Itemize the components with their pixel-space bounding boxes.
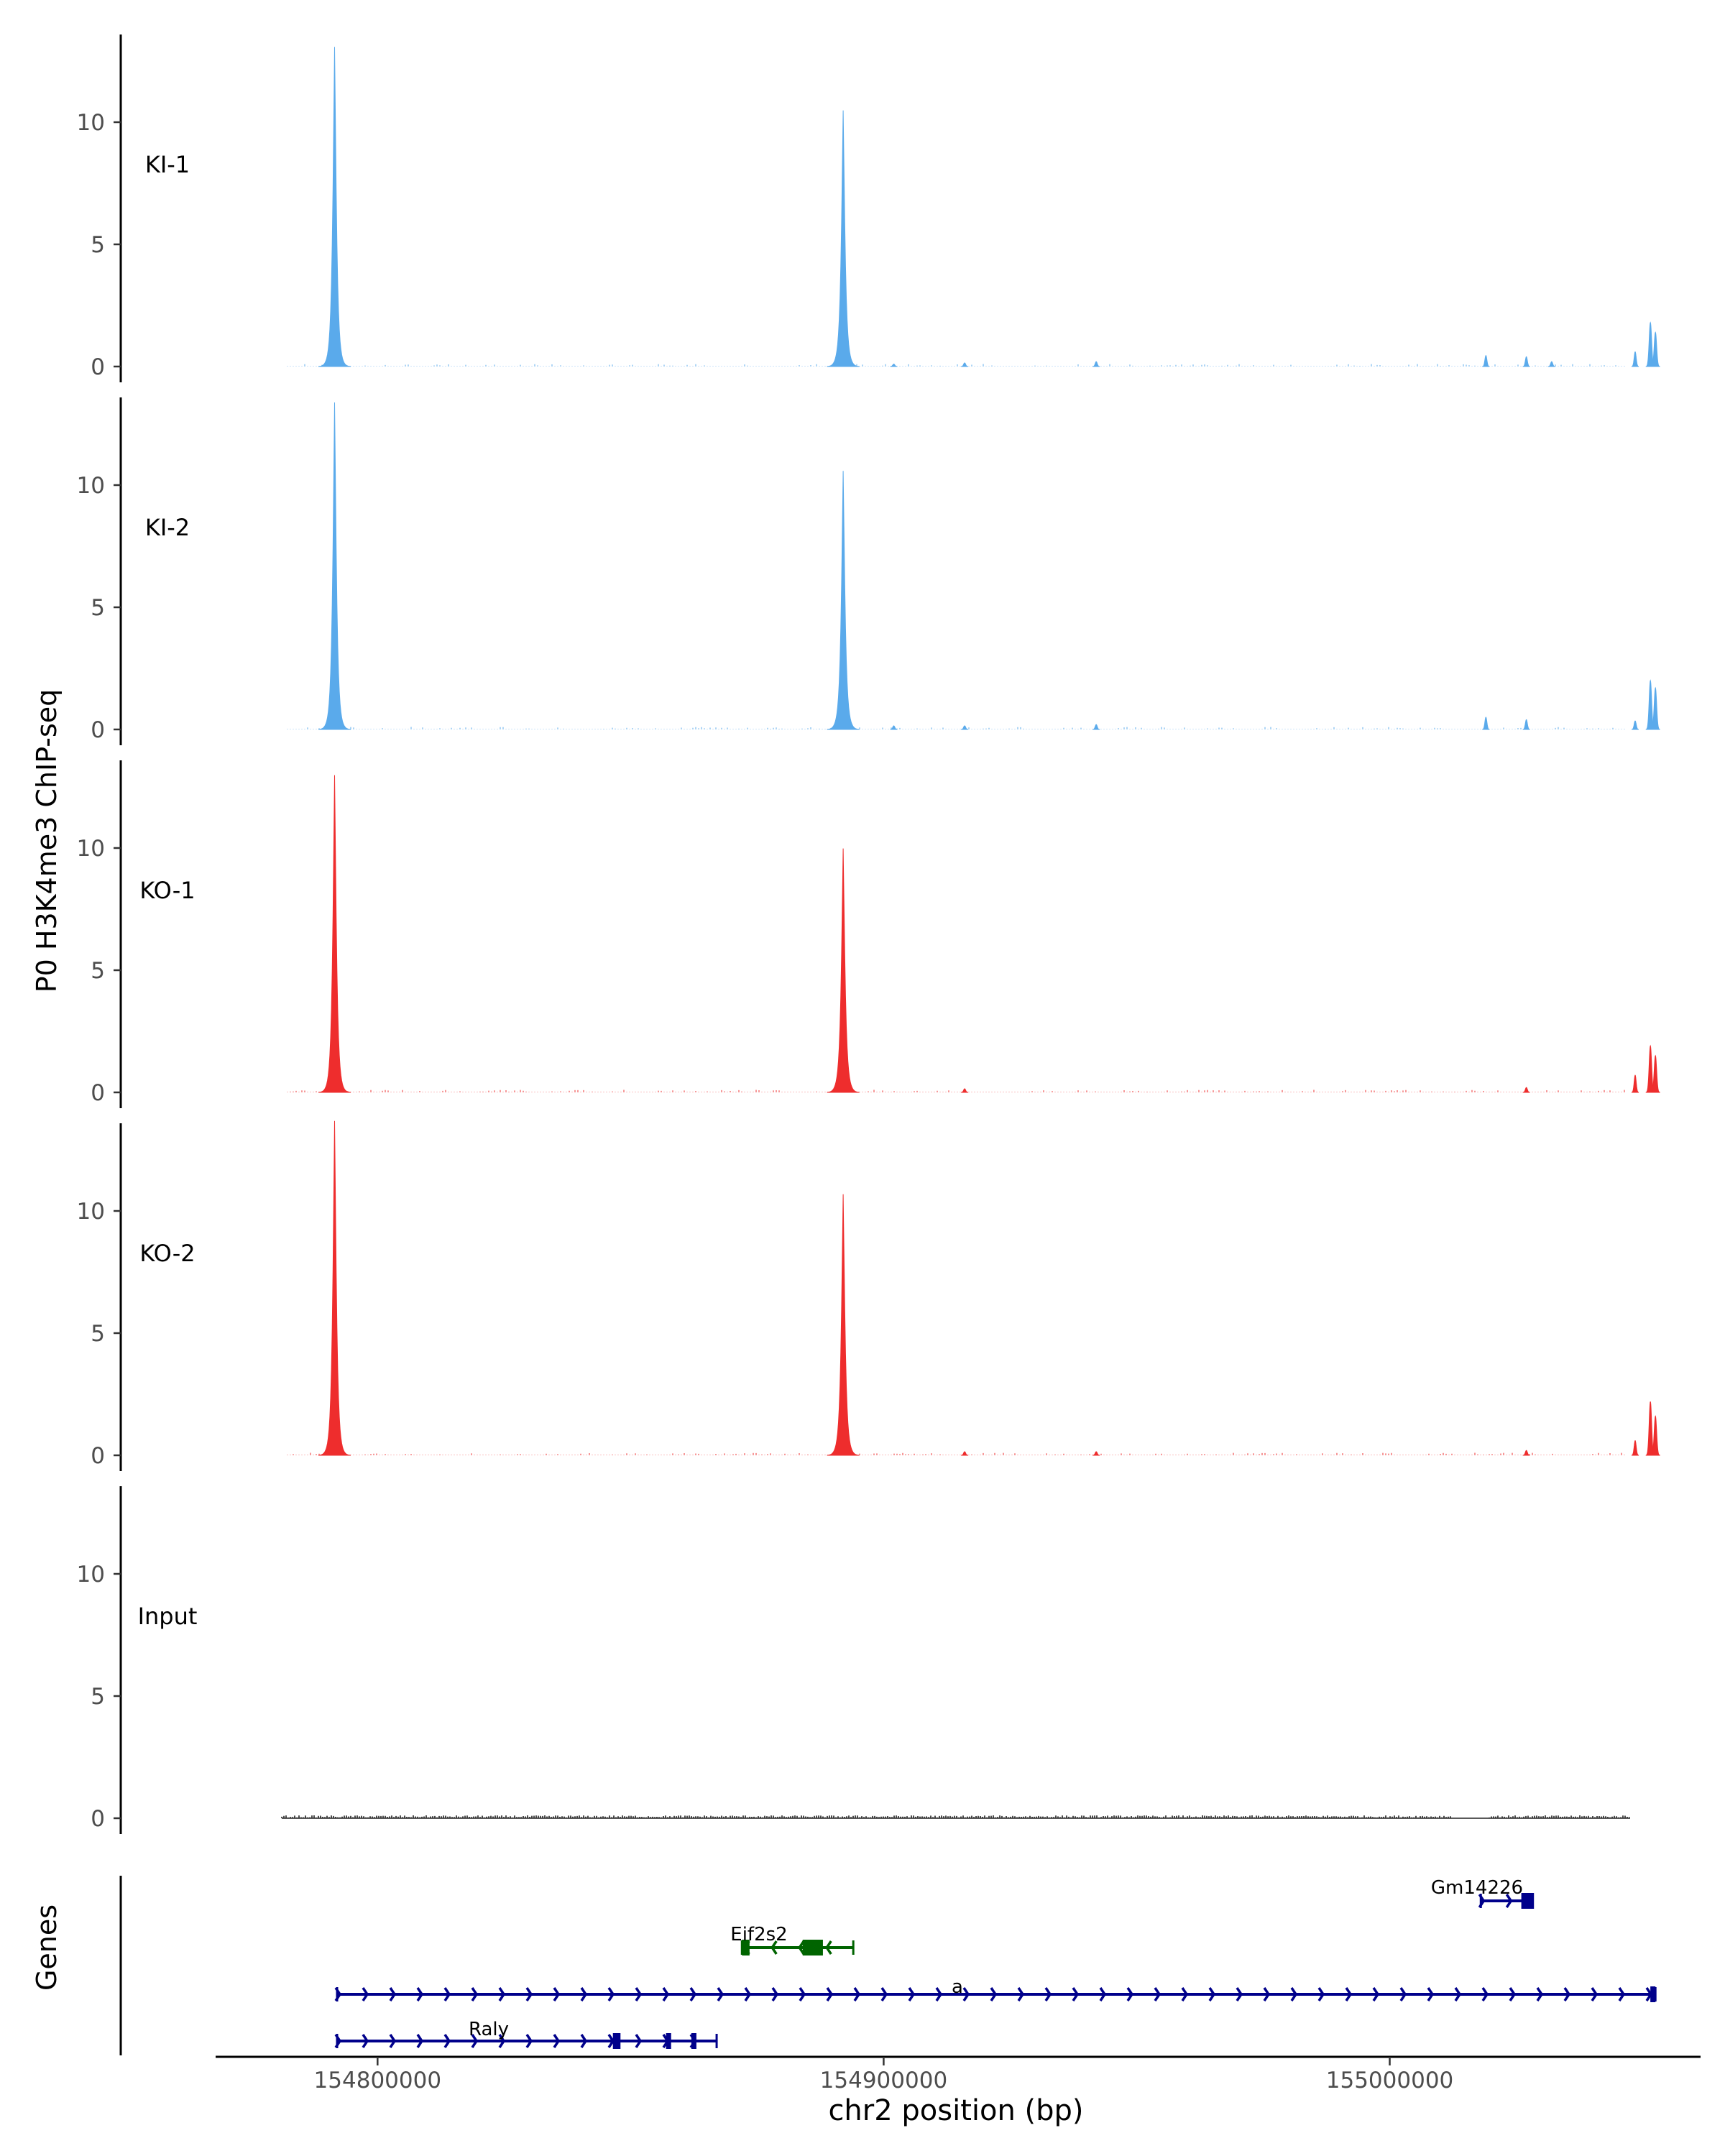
background-signal bbox=[287, 727, 1625, 729]
signal-peak bbox=[1482, 355, 1490, 367]
genes-layer: Gm14226 Eif2s2 a Raly bbox=[119, 1876, 1657, 2055]
signal-peak bbox=[827, 1194, 860, 1456]
gene-exon bbox=[1650, 1986, 1656, 2002]
signal-peak bbox=[318, 47, 351, 367]
signal-peak bbox=[1650, 1054, 1660, 1093]
y-tick-label: 0 bbox=[91, 717, 105, 743]
signal-peak bbox=[1631, 351, 1639, 367]
signal-peak bbox=[1650, 686, 1660, 730]
x-tick-label: 154800000 bbox=[314, 2068, 442, 2093]
gene-strand-arrows bbox=[334, 1987, 1653, 2001]
signal-peak bbox=[827, 471, 860, 730]
y-tick-label: 0 bbox=[91, 1080, 105, 1106]
gene-eif2s2: Eif2s2 bbox=[730, 1924, 855, 1955]
y-tick-label: 0 bbox=[91, 1806, 105, 1832]
track-label: KI-2 bbox=[145, 514, 190, 541]
signal-peak bbox=[318, 1120, 351, 1456]
y-tick-label: 5 bbox=[91, 1684, 105, 1710]
signal-peak bbox=[827, 110, 860, 367]
background-signal bbox=[287, 1452, 1625, 1455]
track-panel-ko-2: 0 5 10 KO-2 bbox=[77, 1120, 1660, 1471]
x-axis-title: chr2 position (bp) bbox=[828, 2094, 1083, 2127]
signal-peak bbox=[1522, 356, 1530, 367]
input-signal bbox=[281, 1815, 1630, 1818]
y-tick-label: 0 bbox=[91, 354, 105, 380]
signal-peak bbox=[827, 848, 860, 1093]
background-signal bbox=[287, 364, 1625, 367]
gene-exon bbox=[691, 2033, 696, 2049]
track-panel-ki-2: 0 5 10 KI-2 bbox=[77, 397, 1660, 745]
signal-peak bbox=[961, 1088, 969, 1093]
track-panel-ko-1: 0 5 10 KO-1 bbox=[77, 760, 1660, 1108]
signal-peak bbox=[1631, 1439, 1639, 1456]
signal-peak bbox=[961, 1451, 969, 1456]
tracks-layer: 0 5 10 KI-1 0 5 10 KI-2 0 5 10 KO-1 0 5 10 KO-2 0 5 10 Inpu… bbox=[77, 34, 1660, 1834]
gene-label: a bbox=[952, 1976, 963, 1998]
gene-exon bbox=[666, 2033, 671, 2049]
signal-peak bbox=[890, 725, 898, 730]
gene-a: a bbox=[334, 1976, 1657, 2002]
gene-gm14226: Gm14226 bbox=[1431, 1877, 1535, 1909]
signal-peak bbox=[1650, 1415, 1660, 1456]
y-tick-label: 5 bbox=[91, 595, 105, 621]
gene-exon bbox=[742, 1940, 750, 1955]
gene-label: Eif2s2 bbox=[730, 1924, 787, 1945]
signal-peak bbox=[1632, 720, 1639, 730]
signal-peak bbox=[890, 364, 898, 367]
signal-peak bbox=[318, 775, 351, 1093]
gene-label: Raly bbox=[469, 2019, 509, 2040]
y-tick-label: 10 bbox=[77, 1562, 105, 1588]
track-label: KI-1 bbox=[145, 151, 190, 178]
gene-exon bbox=[1521, 1893, 1535, 1909]
y-tick-label: 10 bbox=[77, 1199, 105, 1225]
y-tick-label: 0 bbox=[91, 1443, 105, 1469]
track-panel-ki-1: 0 5 10 KI-1 bbox=[77, 34, 1660, 382]
x-tick-label: 154900000 bbox=[820, 2068, 948, 2093]
y-tick-label: 10 bbox=[77, 836, 105, 862]
signal-peak bbox=[1092, 361, 1100, 367]
signal-peak bbox=[318, 402, 351, 730]
y-tick-label: 10 bbox=[77, 110, 105, 136]
genes-panel-label: Genes bbox=[31, 1904, 63, 1991]
signal-peak bbox=[1482, 717, 1490, 730]
signal-peak bbox=[961, 362, 969, 367]
signal-peak bbox=[1522, 1450, 1530, 1456]
signal-peak bbox=[1547, 361, 1555, 367]
y-tick-label: 5 bbox=[91, 1321, 105, 1347]
background-signal bbox=[287, 1089, 1625, 1092]
signal-peak bbox=[1092, 1451, 1100, 1456]
y-tick-label: 5 bbox=[91, 232, 105, 258]
signal-peak bbox=[961, 725, 969, 730]
signal-peak bbox=[1092, 724, 1100, 730]
gene-raly: Raly bbox=[334, 2019, 718, 2049]
gene-label: Gm14226 bbox=[1431, 1877, 1523, 1899]
y-tick-label: 10 bbox=[77, 473, 105, 499]
track-panel-input: 0 5 10 Input bbox=[77, 1486, 1630, 1834]
track-label: Input bbox=[138, 1603, 198, 1630]
y-tick-label: 5 bbox=[91, 958, 105, 984]
signal-peak bbox=[1522, 1087, 1530, 1093]
track-label: KO-2 bbox=[139, 1240, 195, 1267]
gene-exon bbox=[802, 1940, 823, 1955]
signal-peak bbox=[1522, 719, 1530, 730]
signal-peak bbox=[1631, 1074, 1639, 1093]
track-label: KO-1 bbox=[139, 877, 195, 904]
signal-peak bbox=[1650, 331, 1660, 367]
x-axis: 154800000 154900000 155000000 bbox=[216, 2055, 1701, 2093]
gene-exon bbox=[612, 2033, 621, 2049]
x-tick-label: 155000000 bbox=[1326, 2068, 1454, 2093]
y-axis-title: P0 H3K4me3 ChIP-seq bbox=[31, 689, 63, 993]
